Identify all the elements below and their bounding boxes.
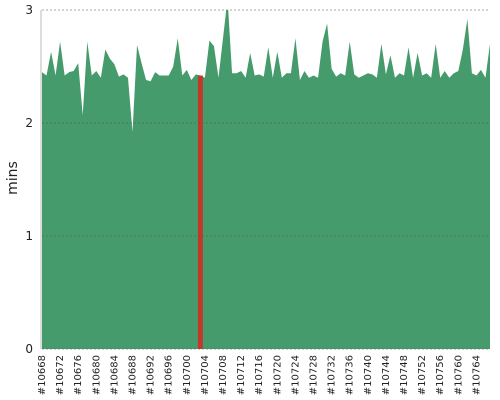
x-tick-label: #10716 [254,355,265,395]
x-tick-label: #10724 [290,355,301,395]
x-tick-label: #10752 [417,355,428,395]
x-tick-label: #10720 [272,355,283,395]
x-tick-label: #10680 [91,355,102,395]
x-tick-label: #10688 [128,355,139,395]
x-tick-label: #10756 [435,355,446,395]
x-tick-label: #10668 [37,355,48,395]
y-tick-label: 2 [25,116,33,130]
x-tick-label: #10684 [109,355,120,395]
x-tick-label: #10672 [55,355,66,395]
x-tick-label: #10744 [381,355,392,395]
plot [42,10,490,349]
area [42,10,490,349]
y-tick-label: 3 [25,3,33,17]
x-tick-label: #10732 [327,355,338,395]
y-axis-label: mins [5,161,21,195]
y-tick-label: 0 [25,342,33,356]
x-tick-label: #10764 [471,355,482,395]
x-tick-label: #10712 [236,355,247,395]
x-tick-label: #10676 [73,355,84,395]
x-tick-label: #10692 [146,355,157,395]
x-tick-label: #10704 [200,355,211,395]
x-tick-label: #10696 [164,355,175,395]
x-tick-label: #10740 [363,355,374,395]
highlight-bar [197,75,203,349]
x-tick-label: #10760 [453,355,464,395]
x-tick-label: #10700 [182,355,193,395]
x-tick-label: #10748 [399,355,410,395]
x-tick-label: #10708 [218,355,229,395]
y-tick-label: 1 [25,229,33,243]
x-tick-label: #10728 [309,355,320,395]
x-tick-label: #10736 [345,355,356,395]
